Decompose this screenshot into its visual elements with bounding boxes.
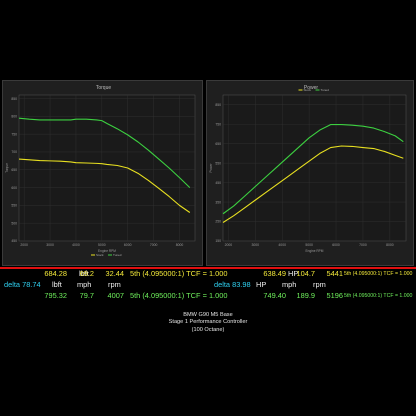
c1-y-tick-5: 650 <box>215 142 221 146</box>
stock-torque-speed: 69.2 <box>79 269 94 278</box>
c1-y-tick-7: 850 <box>215 103 221 107</box>
c1-title: Power <box>304 85 319 91</box>
results-row-tuned: 795.32 79.7 4007 5th (4.095000:1) TCF = … <box>0 291 416 301</box>
c1-series-tuned <box>222 124 404 215</box>
c0-x-tick-5: 7000 <box>150 243 158 247</box>
torque-chart: Torque 2000 3000 4000 5000 6000 7000 8000 450 500… <box>5 85 196 257</box>
power-rpm-unit-delta: rpm <box>313 280 326 289</box>
results-row-delta: delta 78.74 lbft mph rpm delta 83.98 HP … <box>0 280 416 290</box>
c0-x-tick-0: 2000 <box>20 243 28 247</box>
c0-y-tick-1: 500 <box>11 221 17 225</box>
c0-y-tick-8: 850 <box>11 97 17 101</box>
c0-plot-area <box>18 94 196 242</box>
c0-x-label: Engine RPM <box>98 249 116 253</box>
c1-y-tick-1: 250 <box>215 220 221 224</box>
c1-legend-label-1: Tuned <box>321 88 330 92</box>
power-chart: Power 2000 3000 4000 5000 6000 7000 8000 150 250 3… <box>209 85 407 253</box>
c0-x-tick-1: 3000 <box>46 243 54 247</box>
tuned-power-speed: 189.9 <box>296 291 316 300</box>
c0-y-tick-5: 700 <box>11 150 17 154</box>
c1-x-tick-6: 8000 <box>386 243 394 247</box>
c0-y-tick-0: 450 <box>11 239 17 243</box>
power-unit: HP <box>288 269 299 278</box>
power-delta: delta 83.98 <box>214 280 251 289</box>
c1-y-tick-2: 350 <box>215 200 221 204</box>
caption-stage: Stage 1 Performance Controller <box>168 319 248 326</box>
c1-x-tick-2: 4000 <box>278 243 286 247</box>
c0-y-tick-7: 800 <box>11 115 17 119</box>
stock-power-gear: 5th (4.095000:1) TCF = 1.000 <box>344 271 413 277</box>
c1-series-stock <box>222 145 404 223</box>
c1-plot-area <box>222 94 407 242</box>
tuned-power-rpm: 5196 <box>326 291 343 300</box>
tuned-torque-gear: 5th (4.095000:1) TCF = 1.000 <box>130 291 228 300</box>
tuned-torque-rpm: 4007 <box>107 291 124 300</box>
tuned-torque-speed: 79.7 <box>79 291 94 300</box>
c1-x-tick-0: 2000 <box>225 243 233 247</box>
c1-y-tick-6: 750 <box>215 122 221 126</box>
c0-legend-label-1: Tuned <box>113 253 122 257</box>
c1-x-tick-1: 3000 <box>252 243 260 247</box>
stock-torque-rpm: 32.44 <box>105 269 125 278</box>
stock-power-value: 638.49 <box>263 269 286 278</box>
c0-x-tick-6: 8000 <box>176 243 184 247</box>
c0-y-tick-2: 550 <box>11 204 17 208</box>
tuned-torque-value: 795.32 <box>44 291 67 300</box>
c1-x-tick-5: 7000 <box>359 243 367 247</box>
stock-torque-gear: 5th (4.095000:1) TCF = 1.000 <box>130 269 228 278</box>
c1-y-label: Power <box>209 163 213 173</box>
c0-x-tick-4: 6000 <box>124 243 132 247</box>
c0-legend-label-0: Stock <box>96 253 104 257</box>
c0-series-tuned <box>18 117 191 188</box>
c0-title: Torque <box>96 85 112 91</box>
stock-torque-value: 684.28 <box>44 269 67 278</box>
torque-chart-panel: Torque 2000 3000 4000 5000 6000 7000 8000 450 500… <box>2 80 203 266</box>
c0-y-tick-6: 750 <box>11 132 17 136</box>
power-speed-unit-delta: mph <box>282 280 297 289</box>
c0-series-stock <box>18 158 191 213</box>
power-chart-panel: Power 2000 3000 4000 5000 6000 7000 8000 150 250 3… <box>206 80 414 266</box>
c0-x-tick-3: 5000 <box>98 243 106 247</box>
rpm-unit-delta: rpm <box>108 280 121 289</box>
stock-power-speed: 104.7 <box>296 269 316 278</box>
c0-y-label: Torque <box>5 163 9 173</box>
c1-x-tick-3: 5000 <box>305 243 313 247</box>
caption-fuel: (100 Octane) <box>191 326 225 333</box>
c1-y-tick-4: 550 <box>215 161 221 165</box>
c0-x-tick-2: 4000 <box>72 243 80 247</box>
tuned-power-value: 749.40 <box>263 291 286 300</box>
c1-y-tick-0: 150 <box>215 239 221 243</box>
caption-vehicle: BMW G90 M5 Base <box>183 312 233 318</box>
results-row-stock: 684.28 lbft 69.2 32.44 5th (4.095000:1) … <box>0 269 416 279</box>
c1-x-label: Engine RPM <box>306 249 324 253</box>
caption: BMW G90 M5 Base Stage 1 Performance Cont… <box>0 312 416 334</box>
c1-x-tick-4: 6000 <box>332 243 340 247</box>
power-unit-delta: HP <box>256 280 267 289</box>
tuned-power-gear: 5th (4.095000:1) TCF = 1.000 <box>344 293 413 299</box>
torque-delta: delta 78.74 <box>4 280 41 289</box>
speed-unit-delta: mph <box>77 280 92 289</box>
stock-power-rpm: 5441 <box>326 269 343 278</box>
torque-unit: lbft <box>79 269 89 278</box>
c0-y-tick-3: 600 <box>11 186 17 190</box>
torque-unit-delta: lbft <box>52 280 62 289</box>
red-divider <box>0 267 416 269</box>
c1-y-tick-3: 450 <box>215 181 221 185</box>
c1-legend-label-0: Stock <box>304 88 312 92</box>
c0-y-tick-4: 650 <box>11 168 17 172</box>
